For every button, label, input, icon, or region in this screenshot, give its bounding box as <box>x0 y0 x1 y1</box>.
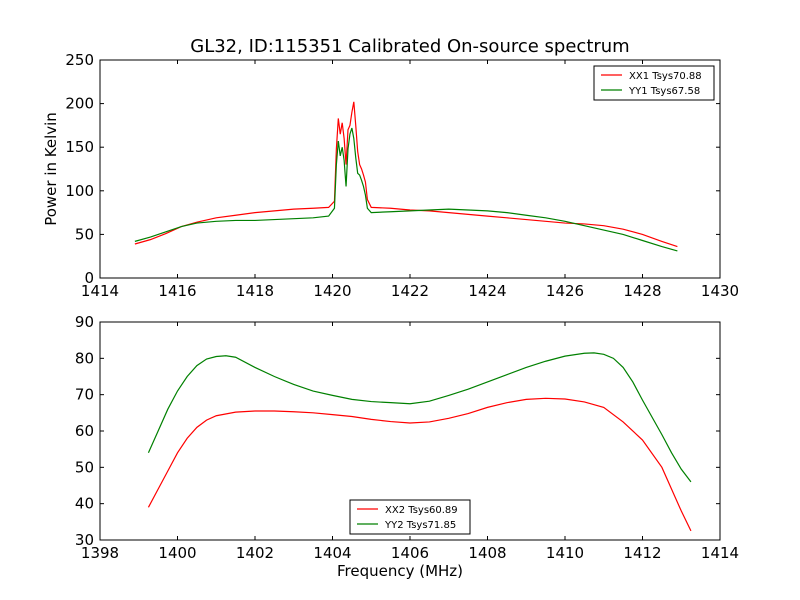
y-tick-label-bottom: 30 <box>75 531 94 549</box>
legend-label-bottom-2: YY2 Tsys71.85 <box>384 520 456 531</box>
legend-label-bottom-1: XX2 Tsys60.89 <box>385 505 458 516</box>
y-tick-label-top: 0 <box>84 269 94 287</box>
legend-top: XX1 Tsys70.88 YY1 Tsys67.58 <box>593 65 715 101</box>
figure-title: GL32, ID:115351 Calibrated On-source spe… <box>190 36 629 57</box>
x-tick-label-top: 1426 <box>546 282 584 300</box>
x-axis-label-bottom: Frequency (MHz) <box>337 562 463 580</box>
x-tick-label-bottom: 1400 <box>158 544 196 562</box>
legend-label-top-1: XX1 Tsys70.88 <box>629 71 702 82</box>
x-tick-label-top: 1430 <box>701 282 739 300</box>
chart-top: 1414 1416 1418 1420 1422 1424 1426 1428 1430 0 50 1… <box>42 51 739 300</box>
y-tick-label-bottom: 60 <box>75 422 94 440</box>
y-tick-label-bottom: 80 <box>75 349 94 367</box>
x-tick-label-bottom: 1398 <box>81 544 119 562</box>
legend-box-top <box>593 65 715 101</box>
y-tick-label-bottom: 50 <box>75 458 94 476</box>
y-tick-label-bottom: 90 <box>75 313 94 331</box>
y-tick-label-bottom: 40 <box>75 495 94 513</box>
x-tick-label-top: 1422 <box>391 282 429 300</box>
x-tick-label-bottom: 1404 <box>313 544 351 562</box>
x-tick-label-bottom: 1412 <box>623 544 661 562</box>
y-tick-label-top: 50 <box>75 225 94 243</box>
x-tick-label-top: 1428 <box>623 282 661 300</box>
x-tick-label-top: 1416 <box>158 282 196 300</box>
y-tick-label-top: 100 <box>65 182 94 200</box>
legend-label-top-2: YY1 Tsys67.58 <box>628 86 700 97</box>
y-tick-label-top: 200 <box>65 95 94 113</box>
chart-bottom: 1398 1400 1402 1404 1406 1408 1410 1412 1414 30 40… <box>75 313 739 580</box>
series-line-bottom-1 <box>147 397 692 532</box>
y-tick-label-top: 250 <box>65 51 94 69</box>
x-tick-label-top: 1414 <box>81 282 119 300</box>
x-tick-label-bottom: 1406 <box>391 544 429 562</box>
x-tick-label-bottom: 1408 <box>468 544 506 562</box>
y-tick-label-bottom: 70 <box>75 386 94 404</box>
x-tick-label-bottom: 1414 <box>701 544 739 562</box>
series-line-top-1 <box>134 101 678 248</box>
y-tick-label-top: 150 <box>65 138 94 156</box>
legend-bottom: XX2 Tsys60.89 YY2 Tsys71.85 <box>349 499 471 535</box>
y-axis-label-top: Power in Kelvin <box>42 112 60 226</box>
x-tick-label-bottom: 1402 <box>236 544 274 562</box>
legend-box-bottom <box>349 499 471 535</box>
series-line-top-2 <box>134 127 678 252</box>
x-tick-label-top: 1418 <box>236 282 274 300</box>
series-line-bottom-2 <box>147 352 692 483</box>
x-tick-label-top: 1424 <box>468 282 506 300</box>
x-tick-label-bottom: 1410 <box>546 544 584 562</box>
x-tick-label-top: 1420 <box>313 282 351 300</box>
